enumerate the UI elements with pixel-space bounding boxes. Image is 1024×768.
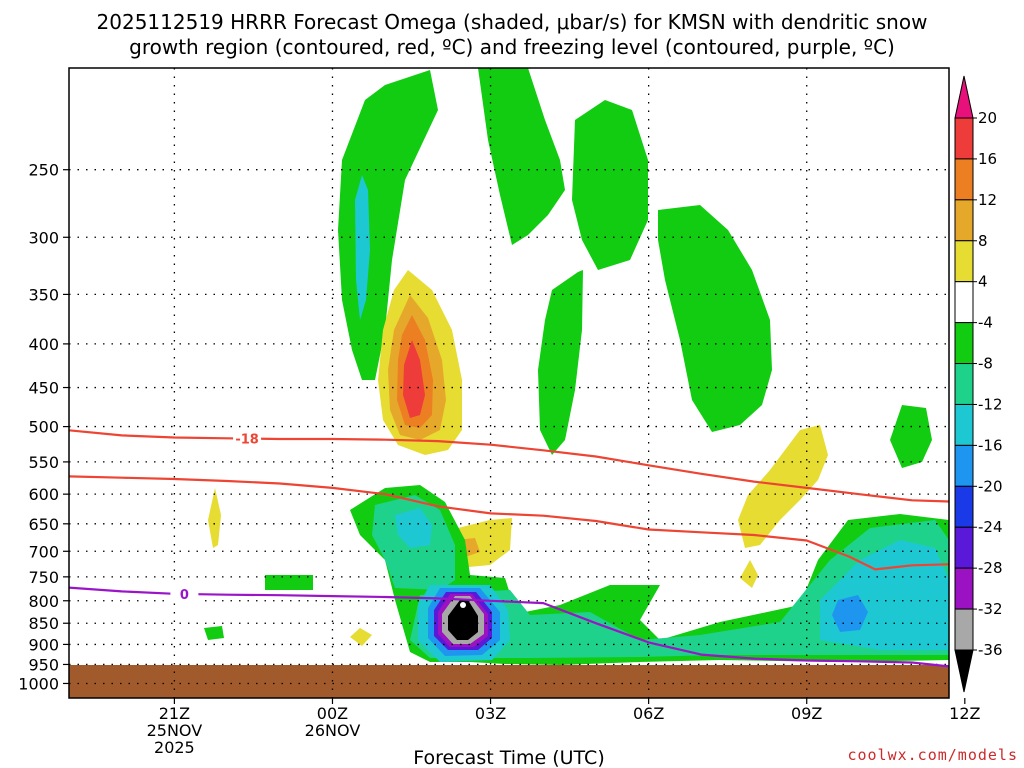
colorbar-box-12 (954, 608, 974, 651)
colorbar-box-5 (954, 322, 974, 365)
y-tick-label-650: 650 (28, 515, 59, 534)
y-tick-label-300: 300 (28, 228, 59, 247)
omega-small-green-box (265, 575, 313, 590)
colorbar-box-9 (954, 485, 974, 528)
colorbar-box-1 (954, 158, 974, 201)
y-tick-label-1000: 1000 (18, 674, 59, 693)
y-axis: 250 300 350 400 450 500 550 600 650 700 750 800 850 9… (18, 161, 69, 693)
colorbar-label--8: -8 (978, 355, 993, 373)
colorbar-box-0 (954, 117, 974, 160)
colorbar-top-triangle (954, 75, 974, 119)
colorbar-box-8 (954, 444, 974, 487)
colorbar-box-3 (954, 240, 974, 283)
colorbar-label-4: 4 (978, 273, 988, 291)
colorbar-label--24: -24 (978, 518, 1003, 536)
omega-small-green-left (204, 626, 224, 640)
colorbar-label--4: -4 (978, 314, 993, 332)
y-tick-label-400: 400 (28, 335, 59, 354)
colorbar: 20 16 12 8 4 -4 -8 -12 -16 -20 -24 -28 -32 -36 (954, 75, 1003, 693)
x-tick-label-09Z-0: 09Z (791, 704, 822, 723)
y-tick-label-750: 750 (28, 568, 59, 587)
colorbar-box-11 (954, 567, 974, 610)
omega-region-upper-left-cyan (355, 175, 370, 320)
colorbar-box-6 (954, 363, 974, 405)
y-tick-label-550: 550 (28, 453, 59, 472)
colorbar-label--12: -12 (978, 395, 1003, 413)
contour-label-freezing-level: 0 (180, 588, 189, 603)
x-tick-label-03Z-0: 03Z (475, 704, 506, 723)
colorbar-label-12: 12 (978, 191, 997, 209)
terrain-below-ground (69, 665, 949, 698)
x-tick-label-21Z-1: 25NOV (147, 721, 203, 740)
colorbar-label--20: -20 (978, 477, 1003, 495)
y-tick-label-700: 700 (28, 542, 59, 561)
omega-plume-16 (403, 340, 425, 418)
contour-label-bg-dgz-top (233, 430, 262, 447)
y-tick-label-600: 600 (28, 485, 59, 504)
omega-low-cyan1 (395, 508, 432, 548)
omega-low-teal2 (410, 520, 949, 658)
colorbar-label--16: -16 (978, 436, 1003, 454)
x-tick-label-00Z-0: 00Z (317, 704, 348, 723)
omega-patch-small (350, 628, 372, 646)
omega-region-upper-center (478, 68, 565, 245)
plot-area: -18 0 (69, 68, 949, 698)
plot-frame (68, 67, 950, 699)
y-tick-label-950: 950 (28, 655, 59, 674)
credit-link[interactable]: coolwx.com/models (847, 746, 1018, 764)
x-tick-label-21Z-2: 2025 (154, 738, 195, 757)
omega-patch-right (738, 425, 828, 548)
chart-title-line-1: 2025112519 HRRR Forecast Omega (shaded, … (97, 10, 928, 34)
omega-low-blue (832, 595, 868, 632)
y-tick-label-450: 450 (28, 379, 59, 398)
omega-region-right (658, 205, 772, 432)
omega-patch-left (208, 488, 221, 548)
y-tick-label-250: 250 (28, 161, 59, 180)
colorbar-label--28: -28 (978, 559, 1003, 577)
omega-region-mid-center (538, 270, 583, 455)
y-tick-label-500: 500 (28, 418, 59, 437)
colorbar-box-2 (954, 199, 974, 242)
y-tick-label-850: 850 (28, 614, 59, 633)
colorbar-label-20: 20 (978, 109, 997, 127)
chart-title-line-2: growth region (contoured, red, ºC) and f… (129, 35, 895, 59)
colorbar-label-8: 8 (978, 232, 988, 250)
colorbar-box-4 (954, 281, 974, 324)
colorbar-box-7 (954, 403, 974, 446)
colorbar-box-10 (954, 526, 974, 569)
contour-label-dgz-top: -18 (235, 432, 259, 447)
contour-label-bg-freezing-level (170, 585, 199, 602)
x-axis-label: Forecast Time (UTC) (413, 747, 604, 768)
x-tick-label-00Z-1: 26NOV (305, 721, 361, 740)
omega-core-highlight (460, 602, 466, 608)
y-tick-label-800: 800 (28, 592, 59, 611)
omega-core-black (448, 600, 478, 640)
contour-lines: -18 0 (69, 429, 949, 668)
colorbar-label--32: -32 (978, 600, 1003, 618)
omega-patch-right-lower (740, 560, 758, 588)
contour-dgz-bottom (69, 475, 949, 571)
omega-region-upper-center2 (572, 100, 648, 270)
y-tick-label-900: 900 (28, 635, 59, 654)
contour-freezing-level (69, 586, 949, 668)
colorbar-label-16: 16 (978, 150, 997, 168)
x-tick-label-21Z-0: 21Z (159, 704, 190, 723)
colorbar-label--36: -36 (978, 641, 1003, 659)
gridlines (69, 68, 949, 698)
contour-dgz-top (69, 429, 949, 503)
colorbar-bottom-triangle (954, 649, 974, 693)
y-tick-label-350: 350 (28, 285, 59, 304)
omega-region-far-right (890, 405, 932, 468)
x-tick-label-12Z-0: 12Z (949, 704, 980, 723)
x-tick-label-06Z-0: 06Z (633, 704, 664, 723)
